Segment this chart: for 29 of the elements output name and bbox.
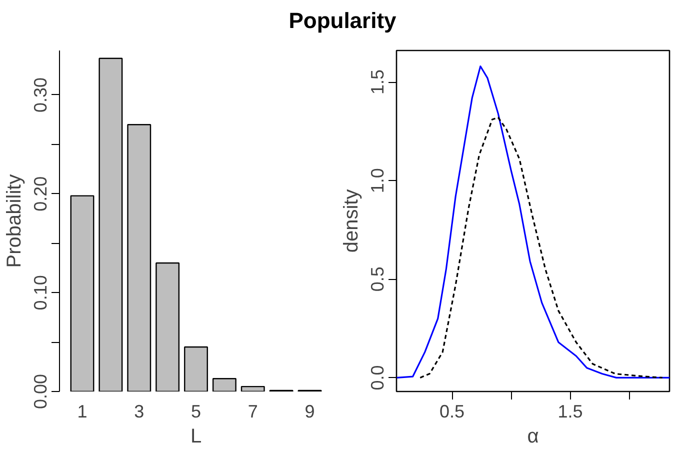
x-axis-title: L [190,426,202,448]
y-axis-title: Probability [4,174,26,268]
bar [98,58,123,392]
x-tick-label: 1.5 [558,402,583,422]
bar [156,262,180,392]
y-tick-label: 0.00 [30,374,50,410]
line-series [396,65,670,378]
bar [127,124,152,392]
y-tick-label: 0.5 [368,266,388,292]
y-tick-label: 0.0 [368,365,388,390]
y-tick-label: 0.20 [30,176,50,212]
bar [184,346,208,392]
chart-title: Popularity [288,7,396,35]
y-tick-label: 0.10 [30,275,50,310]
x-tick-label: 7 [248,402,258,422]
y-tick-label: 1.5 [368,70,388,95]
x-axis-title: α [527,426,539,448]
x-tick-label: 0.5 [440,402,465,422]
y-tick-label: 0.30 [30,77,50,112]
x-tick-label: 5 [190,402,202,422]
bar [240,386,265,392]
y-tick-label: 1.0 [368,168,388,194]
x-tick-label: 1 [77,402,88,422]
bar [70,195,94,392]
bar [212,378,236,392]
y-axis-title: density [340,189,362,253]
x-tick-label: 9 [304,402,315,422]
line-series [419,116,664,378]
x-tick-label: 3 [134,402,144,422]
